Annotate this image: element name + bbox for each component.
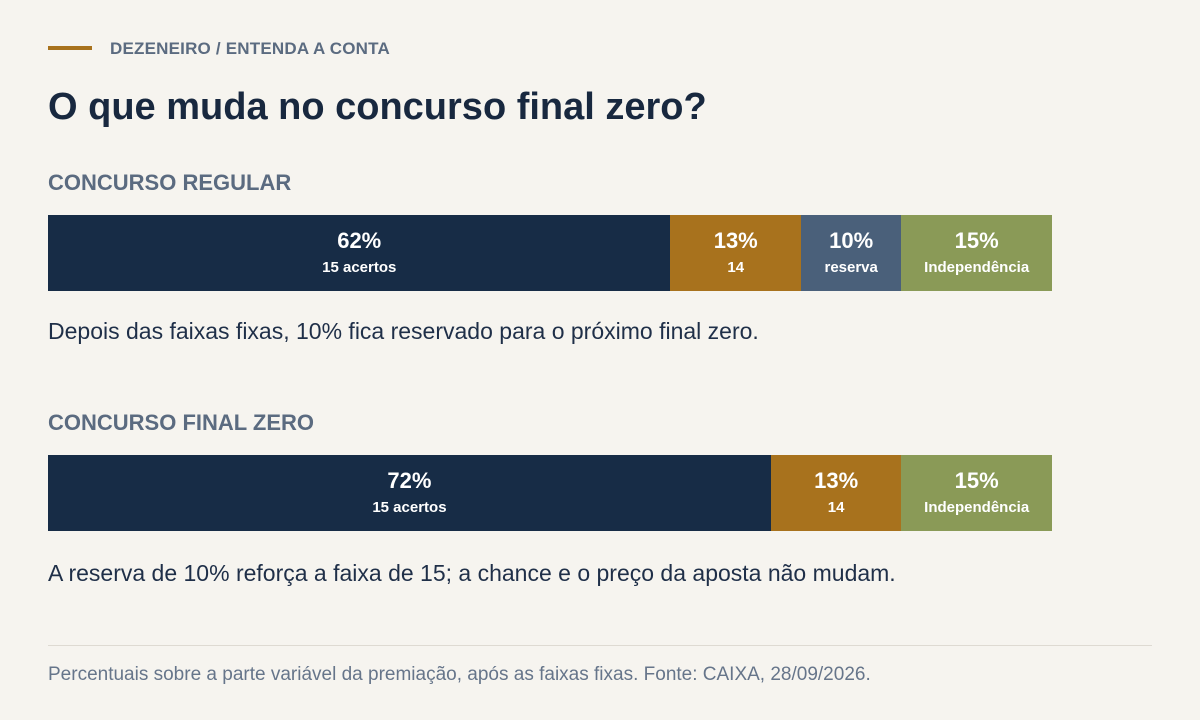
stacked-bar-regular: 62% 15 acertos 13% 14 10% reserva 15% Independê… bbox=[48, 215, 1052, 291]
kicker-rule bbox=[48, 46, 92, 50]
segment-category-label: reserva bbox=[824, 259, 878, 276]
bar-segment: 10% reserva bbox=[800, 215, 902, 291]
section-label-final-zero: CONCURSO FINAL ZERO bbox=[48, 410, 315, 435]
footer-divider bbox=[48, 645, 1152, 646]
segment-value-label: 15% bbox=[954, 468, 999, 493]
segment-category-label: 15 acertos bbox=[322, 259, 397, 276]
bar-segment: 13% 14 bbox=[770, 455, 902, 531]
segment-category-label: 15 acertos bbox=[372, 499, 447, 516]
segment-category-label: Independência bbox=[924, 259, 1030, 276]
segment-category-label: Independência bbox=[924, 499, 1030, 516]
bar-segment: 62% 15 acertos bbox=[48, 215, 671, 291]
segment-category-label: 14 bbox=[727, 259, 745, 276]
section-label-regular: CONCURSO REGULAR bbox=[48, 170, 292, 195]
bar-segment: 15% Independência bbox=[901, 455, 1052, 531]
stacked-bar-final-zero: 72% 15 acertos 13% 14 15% Independência bbox=[48, 455, 1052, 531]
segment-value-label: 13% bbox=[713, 228, 758, 253]
segment-value-label: 15% bbox=[954, 228, 999, 253]
page-title: O que muda no concurso final zero? bbox=[48, 86, 707, 128]
segment-value-label: 10% bbox=[829, 228, 874, 253]
bar-segment: 13% 14 bbox=[670, 215, 801, 291]
footnote: Percentuais sobre a parte variável da pr… bbox=[48, 664, 871, 685]
caption-regular: Depois das faixas fixas, 10% fica reserv… bbox=[48, 318, 759, 344]
kicker: DEZENEIRO / ENTENDA A CONTA bbox=[110, 39, 390, 58]
bar-segment: 15% Independência bbox=[901, 215, 1052, 291]
caption-final-zero: A reserva de 10% reforça a faixa de 15; … bbox=[48, 560, 896, 586]
segment-value-label: 13% bbox=[814, 468, 859, 493]
segment-value-label: 62% bbox=[337, 228, 382, 253]
segment-value-label: 72% bbox=[387, 468, 432, 493]
segment-category-label: 14 bbox=[827, 499, 845, 516]
bar-segment: 72% 15 acertos bbox=[48, 455, 771, 531]
